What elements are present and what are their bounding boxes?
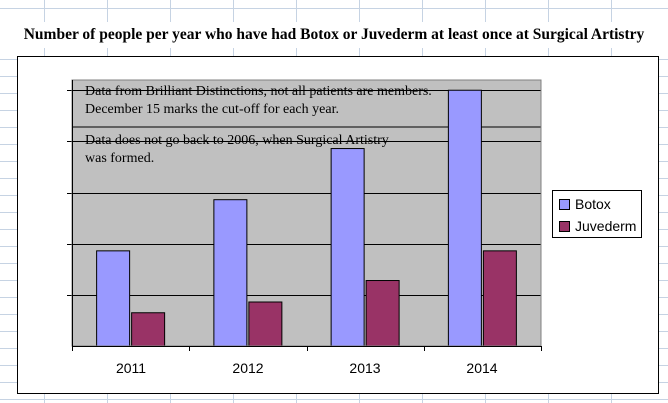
bar-botox-2013: [330, 148, 365, 347]
juvederm-swatch: [559, 220, 570, 232]
chart-title: Number of people per year who have had B…: [23, 26, 645, 43]
x-tick-label: 2011: [115, 360, 147, 376]
legend-item-botox: Botox: [559, 196, 611, 212]
legend-label-botox: Botox: [575, 196, 611, 212]
x-tick-label: 2013: [349, 360, 381, 376]
bar-juvederm-2011: [131, 312, 166, 347]
bar-botox-2012: [213, 199, 248, 347]
bar-botox-2014: [447, 89, 482, 347]
legend-item-juvederm: Juvederm: [559, 218, 636, 234]
x-tick-label: 2012: [232, 360, 264, 376]
annotation-line-3: Data does not go back to 2006, when Surg…: [85, 133, 389, 148]
bar-juvederm-2012: [248, 301, 283, 347]
annotation-line-1: Data from Brilliant Distinctions, not al…: [85, 84, 432, 99]
x-tick-label: 2014: [466, 360, 498, 376]
legend-label-juvederm: Juvederm: [575, 218, 637, 234]
botox-swatch: [559, 198, 570, 210]
annotation-line-4: was formed.: [85, 151, 155, 166]
title-band: [0, 22, 668, 48]
annotation-line-2: December 15 marks the cut-off for each y…: [85, 102, 339, 117]
legend[interactable]: Botox Juvederm: [552, 190, 642, 238]
bar-juvederm-2014: [482, 250, 517, 347]
bar-botox-2011: [96, 250, 131, 347]
bar-juvederm-2013: [365, 280, 400, 347]
